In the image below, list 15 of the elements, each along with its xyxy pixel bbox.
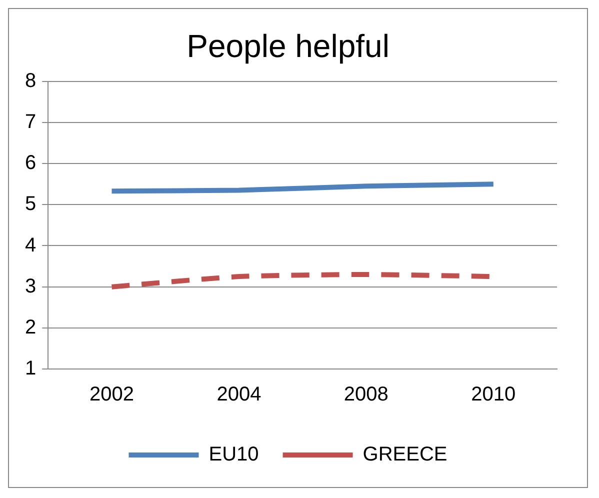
y-tick-label: 2 — [25, 316, 36, 338]
y-tick-label: 1 — [25, 358, 36, 380]
y-tick-label: 8 — [25, 70, 36, 92]
legend-label: EU10 — [208, 444, 259, 466]
x-tick-label: 2002 — [89, 384, 134, 406]
x-tick-label: 2004 — [216, 384, 262, 406]
x-tick-label: 2010 — [471, 384, 516, 406]
x-tick-label: 2008 — [344, 384, 388, 406]
y-tick-label: 5 — [25, 193, 36, 216]
y-tick-label: 7 — [25, 111, 36, 133]
legend-label: GREECE — [362, 444, 448, 466]
y-tick-label: 3 — [25, 275, 36, 298]
y-tick-label: 6 — [25, 152, 36, 174]
chart-title: People helpful — [186, 28, 390, 64]
y-tick-label: 4 — [25, 234, 36, 256]
